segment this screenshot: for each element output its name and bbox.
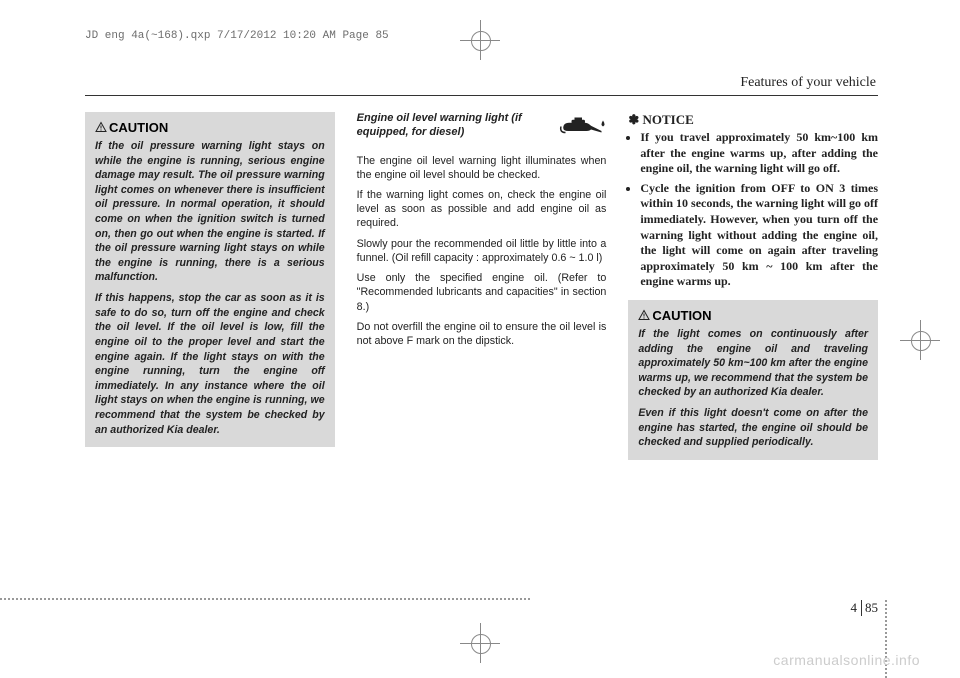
print-header: JD eng 4a(~168).qxp 7/17/2012 10:20 AM P… — [85, 30, 389, 42]
crop-mark-bottom — [460, 623, 500, 663]
caution-label: CAUTION — [109, 120, 168, 135]
warning-triangle-icon — [638, 309, 650, 321]
column-1: CAUTION If the oil pressure warning ligh… — [85, 112, 335, 578]
caution-body-2: If this happens, stop the car as soon as… — [95, 291, 325, 437]
notice-list: If you travel approximately 50 km~100 km… — [628, 130, 878, 290]
column-3: ✽ NOTICE If you travel approximately 50 … — [628, 112, 878, 578]
header-rule — [85, 95, 878, 96]
page-number: 485 — [851, 600, 879, 616]
page-number-value: 85 — [865, 600, 878, 615]
notice-item-1: If you travel approximately 50 km~100 km… — [640, 130, 878, 177]
warning-triangle-icon — [95, 121, 107, 133]
page-section-number: 4 — [851, 600, 863, 616]
caution-body-3: If the light comes on continuously after… — [638, 327, 868, 400]
subhead-row: Engine oil level warning light (if equip… — [357, 112, 607, 140]
body-para-2: If the warning light comes on, check the… — [357, 188, 607, 231]
body-para-3: Slowly pour the recommended oil little b… — [357, 237, 607, 265]
body-para-1: The engine oil level warning light illum… — [357, 154, 607, 182]
column-2: Engine oil level warning light (if equip… — [357, 112, 607, 578]
oil-can-icon — [558, 112, 606, 138]
body-para-4: Use only the specified engine oil. (Refe… — [357, 271, 607, 314]
caution-label-2: CAUTION — [652, 308, 711, 323]
caution-box-2: CAUTION If the light comes on continuous… — [628, 300, 878, 460]
crop-mark-right — [900, 320, 940, 360]
caution-title: CAUTION — [95, 120, 325, 135]
caution-body-1: If the oil pressure warning light stays … — [95, 139, 325, 285]
body-para-5: Do not overfill the engine oil to ensure… — [357, 320, 607, 348]
watermark: carmanualsonline.info — [773, 652, 920, 668]
notice-item-2: Cycle the ignition from OFF to ON 3 time… — [640, 181, 878, 290]
page: JD eng 4a(~168).qxp 7/17/2012 10:20 AM P… — [0, 0, 960, 678]
notice-title: ✽ NOTICE — [628, 112, 878, 128]
caution-box: CAUTION If the oil pressure warning ligh… — [85, 112, 335, 447]
engine-oil-subhead: Engine oil level warning light (if equip… — [357, 112, 551, 140]
caution-title-2: CAUTION — [638, 308, 868, 323]
content-columns: CAUTION If the oil pressure warning ligh… — [85, 112, 878, 578]
caution-body-4: Even if this light doesn't come on after… — [638, 406, 868, 450]
section-title: Features of your vehicle — [740, 75, 876, 91]
dotted-horizontal-rule — [0, 598, 530, 600]
crop-mark-top — [460, 20, 500, 60]
